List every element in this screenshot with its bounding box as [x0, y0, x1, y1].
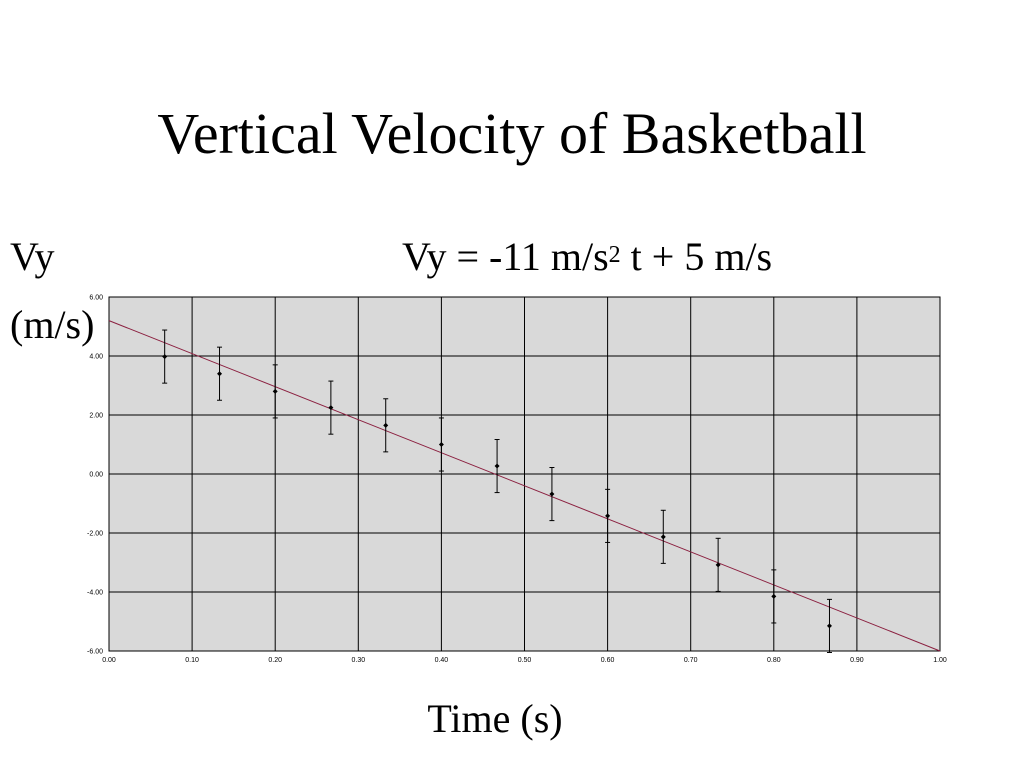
data-point	[549, 491, 555, 497]
data-point	[494, 463, 500, 469]
data-point	[217, 371, 223, 377]
data-point	[438, 442, 444, 447]
x-tick-label: 0.80	[767, 657, 781, 664]
y-tick-label: 0.00	[89, 472, 103, 479]
data-point	[605, 513, 611, 519]
x-tick-label: 0.50	[518, 657, 532, 664]
equation-tail: t + 5 m/s	[620, 234, 773, 279]
data-point	[383, 422, 389, 428]
data-point	[328, 405, 334, 411]
data-point	[660, 534, 666, 540]
y-tick-label: 6.00	[89, 295, 103, 302]
x-tick-label: 0.20	[268, 657, 282, 664]
y-tick-label: 4.00	[89, 354, 103, 361]
x-tick-label: 0.40	[435, 657, 449, 664]
slide-title: Vertical Velocity of Basketball	[157, 101, 867, 166]
data-point	[715, 562, 721, 568]
y-tick-label: -4.00	[87, 590, 103, 597]
fit-line	[108, 320, 941, 652]
y-axis-label-unit: (m/s)	[10, 302, 95, 347]
data-point	[826, 623, 832, 629]
equation-main: Vy = -11 m/s	[402, 234, 609, 279]
fit-equation: Vy = -11 m/s2 t + 5 m/s	[402, 234, 772, 280]
velocity-chart: 0.00 0.10 0.20 0.30 0.40 0.50 0.60 0.70 0.80 0.90…	[87, 295, 947, 665]
y-tick-label: -2.00	[87, 531, 103, 538]
x-tick-label: 0.60	[601, 657, 615, 664]
x-tick-label: 0.70	[684, 657, 698, 664]
x-tick-label: 0.10	[185, 657, 199, 664]
x-tick-label: 0.00	[102, 657, 116, 664]
y-tick-label: 2.00	[89, 413, 103, 420]
x-axis-label: Time (s)	[427, 696, 563, 741]
equation-exponent: 2	[608, 242, 621, 268]
y-axis-label-symbol: Vy	[10, 234, 55, 279]
y-tick-label: -6.00	[87, 649, 103, 656]
data-point	[272, 388, 278, 394]
data-point	[771, 593, 777, 599]
x-tick-label: 0.30	[351, 657, 365, 664]
data-point	[162, 354, 168, 360]
x-tick-label: 1.00	[933, 657, 947, 664]
x-tick-label: 0.90	[850, 657, 864, 664]
